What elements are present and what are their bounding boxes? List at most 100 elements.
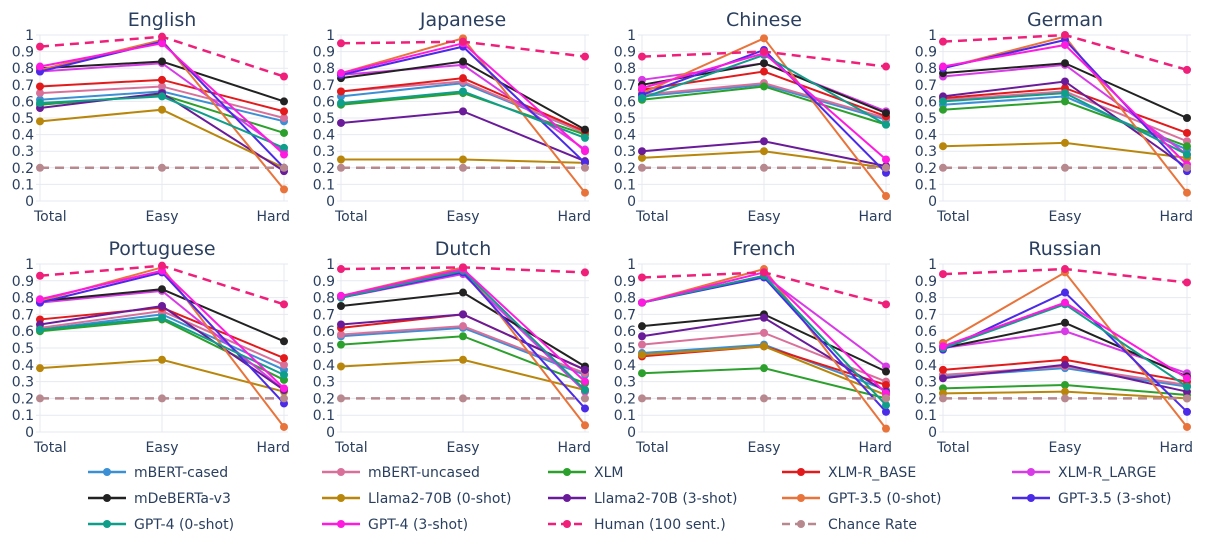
data-point bbox=[280, 163, 288, 172]
legend-item-gpt-3-5-0-shot[interactable]: GPT-3.5 (0-shot) bbox=[782, 491, 941, 507]
y-tick-label: 0.3 bbox=[313, 375, 335, 391]
data-point bbox=[882, 155, 890, 164]
legend-item-xlm-r-large[interactable]: XLM-R_LARGE bbox=[1012, 465, 1156, 481]
data-point bbox=[158, 105, 166, 114]
legend-item-chance-rate[interactable]: Chance Rate bbox=[782, 517, 917, 533]
y-tick-label: 0.5 bbox=[12, 111, 34, 127]
data-point bbox=[280, 300, 288, 309]
y-tick-label: 0.9 bbox=[614, 274, 636, 290]
series-xlm bbox=[337, 332, 589, 388]
legend-label: XLM bbox=[594, 465, 623, 481]
data-point bbox=[939, 97, 947, 106]
series-chance-rate bbox=[337, 394, 589, 403]
data-point bbox=[1183, 394, 1191, 403]
x-tick-label: Hard bbox=[1159, 440, 1193, 456]
series-human-100-sent bbox=[939, 265, 1191, 287]
y-tick-label: 0.9 bbox=[915, 274, 937, 290]
y-tick-label: 0.4 bbox=[915, 358, 937, 374]
x-tick-label: Hard bbox=[1159, 209, 1193, 225]
y-tick-label: 0.2 bbox=[12, 391, 34, 407]
y-tick-label: 0.7 bbox=[12, 307, 34, 323]
legend-item-mdeberta-v3[interactable]: mDeBERTa-v3 bbox=[88, 491, 231, 507]
legend-item-llama2-70b-3-shot[interactable]: Llama2-70B (3-shot) bbox=[548, 491, 737, 507]
y-tick-label: 0.2 bbox=[915, 391, 937, 407]
legend-item-gpt-3-5-3-shot[interactable]: GPT-3.5 (3-shot) bbox=[1012, 491, 1171, 507]
y-tick-label: 0.9 bbox=[12, 45, 34, 61]
series-chance-rate bbox=[337, 163, 589, 172]
legend-item-mbert-cased[interactable]: mBERT-cased bbox=[88, 465, 228, 481]
data-point bbox=[158, 92, 166, 101]
series-chance-rate bbox=[36, 163, 288, 172]
series-gpt-4-0-shot bbox=[36, 313, 288, 379]
y-tick-label: 0.4 bbox=[915, 128, 937, 144]
data-point bbox=[581, 188, 589, 197]
x-tick-label: Total bbox=[635, 440, 669, 456]
legend-item-mbert-uncased[interactable]: mBERT-uncased bbox=[322, 465, 480, 481]
legend-item-gpt-4-0-shot[interactable]: GPT-4 (0-shot) bbox=[88, 517, 234, 533]
data-point bbox=[882, 120, 890, 129]
data-point bbox=[36, 163, 44, 172]
data-point bbox=[939, 163, 947, 172]
data-point bbox=[158, 285, 166, 294]
y-tick-label: 0.2 bbox=[12, 161, 34, 177]
data-point bbox=[1061, 380, 1069, 389]
data-point bbox=[1061, 387, 1069, 396]
y-tick-label: 0.5 bbox=[614, 111, 636, 127]
x-tick-label: Easy bbox=[145, 209, 178, 225]
y-tick-label: 0.3 bbox=[12, 375, 34, 391]
y-tick-label: 0.6 bbox=[614, 94, 636, 110]
y-tick-label: 0 bbox=[928, 425, 937, 441]
x-tick-label: Easy bbox=[747, 209, 780, 225]
legend-item-xlm-r-base[interactable]: XLM-R_BASE bbox=[782, 465, 916, 481]
legend-item-xlm[interactable]: XLM bbox=[548, 465, 623, 481]
data-point bbox=[36, 364, 44, 373]
data-point bbox=[1061, 394, 1069, 403]
series-chance-rate bbox=[939, 163, 1191, 172]
data-point bbox=[1061, 288, 1069, 297]
legend-item-gpt-4-3-shot[interactable]: GPT-4 (3-shot) bbox=[322, 517, 468, 533]
data-point bbox=[1183, 114, 1191, 122]
y-tick-label: 0.2 bbox=[614, 161, 636, 177]
data-point bbox=[1183, 188, 1191, 197]
y-tick-label: 0.6 bbox=[915, 324, 937, 340]
y-tick-label: 1 bbox=[627, 28, 636, 44]
data-point bbox=[581, 133, 589, 142]
series-gpt-4-3-shot bbox=[939, 298, 1191, 383]
data-point bbox=[280, 370, 288, 379]
data-point bbox=[337, 340, 345, 349]
y-tick-label: 0.7 bbox=[12, 78, 34, 94]
y-tick-label: 0.7 bbox=[313, 78, 335, 94]
legend-swatch-marker bbox=[1027, 468, 1035, 476]
data-point bbox=[638, 298, 646, 307]
legend-label: mDeBERTa-v3 bbox=[134, 491, 231, 507]
data-point bbox=[1183, 422, 1191, 431]
data-point bbox=[760, 342, 768, 351]
data-point bbox=[280, 185, 288, 194]
y-tick-label: 0.2 bbox=[313, 161, 335, 177]
y-tick-label: 0.1 bbox=[614, 408, 636, 424]
legend-item-human-100-sent[interactable]: Human (100 sent.) bbox=[548, 517, 726, 533]
data-point bbox=[882, 394, 890, 403]
data-point bbox=[280, 384, 288, 393]
data-point bbox=[939, 342, 947, 351]
data-point bbox=[36, 325, 44, 334]
series-mbert-uncased bbox=[36, 82, 288, 122]
data-point bbox=[36, 117, 44, 126]
y-tick-label: 0.3 bbox=[915, 144, 937, 160]
series-chance-rate bbox=[638, 394, 890, 403]
legend-item-llama2-70b-0-shot[interactable]: Llama2-70B (0-shot) bbox=[322, 491, 511, 507]
y-tick-label: 0.8 bbox=[12, 291, 34, 307]
data-point bbox=[36, 42, 44, 51]
data-point bbox=[638, 340, 646, 349]
data-point bbox=[337, 362, 345, 371]
panel-title: Japanese bbox=[419, 9, 506, 31]
data-point bbox=[939, 37, 947, 46]
data-point bbox=[1183, 128, 1191, 137]
data-point bbox=[280, 114, 288, 122]
x-tick-label: Total bbox=[334, 209, 368, 225]
data-point bbox=[581, 386, 589, 394]
data-point bbox=[280, 394, 288, 403]
data-point bbox=[36, 394, 44, 403]
data-point bbox=[581, 377, 589, 386]
